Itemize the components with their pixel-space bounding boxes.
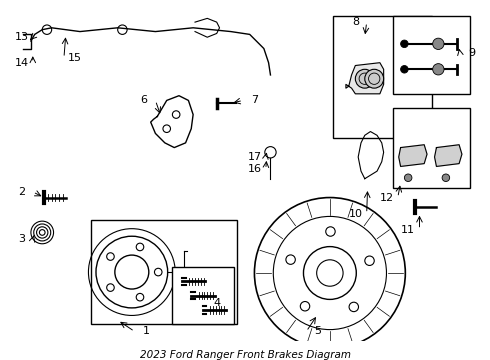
Text: 13: 13 — [15, 32, 28, 42]
Bar — [172, 267, 234, 324]
Text: 17: 17 — [247, 152, 262, 162]
Polygon shape — [435, 145, 462, 166]
Bar — [91, 220, 238, 324]
Text: 8: 8 — [352, 17, 359, 27]
Circle shape — [442, 174, 450, 181]
Text: 2: 2 — [18, 187, 25, 197]
Text: 9: 9 — [468, 48, 475, 58]
Text: 16: 16 — [247, 164, 262, 174]
Text: 4: 4 — [213, 298, 220, 308]
Text: 5: 5 — [314, 327, 321, 337]
Bar — [393, 17, 470, 94]
Text: 11: 11 — [401, 225, 415, 235]
Text: 10: 10 — [348, 208, 362, 219]
Circle shape — [404, 174, 412, 181]
Circle shape — [401, 66, 408, 73]
Circle shape — [433, 64, 444, 75]
Bar — [333, 15, 432, 138]
Circle shape — [365, 69, 384, 88]
Circle shape — [355, 69, 374, 88]
Text: 2023 Ford Ranger Front Brakes Diagram: 2023 Ford Ranger Front Brakes Diagram — [140, 350, 350, 360]
Text: 6: 6 — [141, 95, 147, 105]
Text: 15: 15 — [68, 53, 82, 63]
Circle shape — [401, 40, 408, 48]
Text: 12: 12 — [379, 193, 393, 203]
Text: 14: 14 — [14, 58, 28, 68]
Circle shape — [433, 38, 444, 49]
Text: 3: 3 — [18, 234, 25, 244]
Polygon shape — [399, 145, 427, 166]
Bar — [393, 108, 470, 188]
Text: 1: 1 — [143, 327, 149, 337]
Polygon shape — [346, 63, 384, 94]
Text: 7: 7 — [251, 95, 258, 105]
